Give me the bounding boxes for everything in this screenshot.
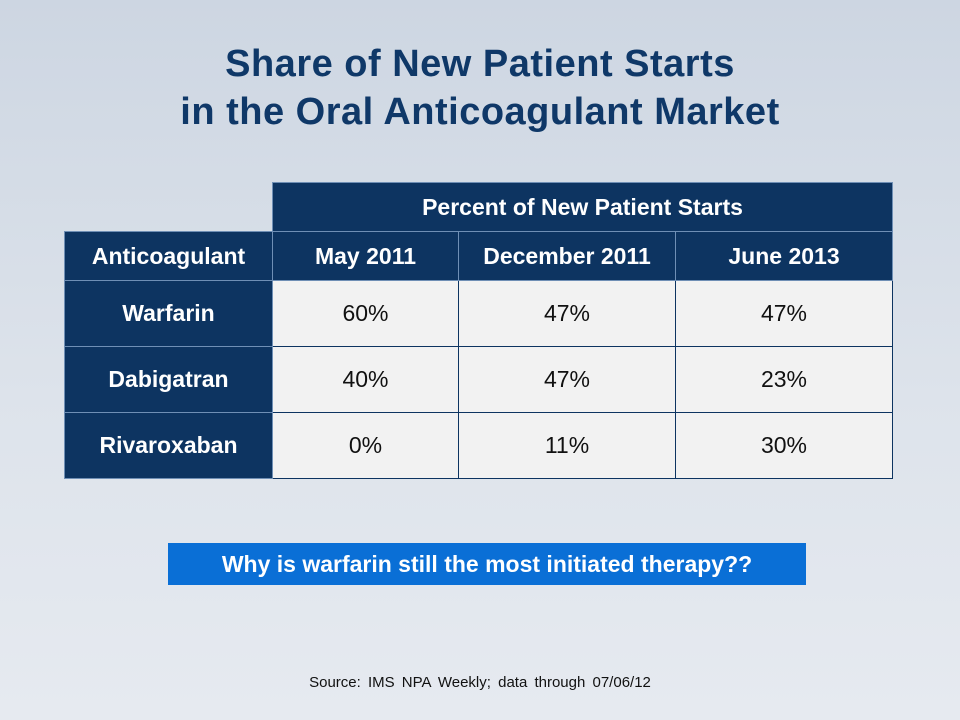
row-label-warfarin: Warfarin: [64, 280, 273, 347]
table-row-dabigatran: Dabigatran 40% 47% 23%: [64, 346, 893, 413]
table-cell: 40%: [272, 346, 459, 413]
column-header-may-2011: May 2011: [272, 231, 459, 281]
slide-title: Share of New Patient Starts in the Oral …: [0, 40, 960, 136]
new-patient-starts-table: Percent of New Patient Starts Anticoagul…: [64, 182, 893, 479]
table-cell: 47%: [458, 346, 676, 413]
percent-new-patient-starts-header: Percent of New Patient Starts: [272, 182, 893, 232]
slide-title-line-1: Share of New Patient Starts: [225, 43, 735, 85]
anticoagulant-column-header: Anticoagulant: [64, 231, 273, 281]
table-corner-blank: [65, 183, 273, 232]
row-label-dabigatran: Dabigatran: [64, 346, 273, 413]
table-cell: 30%: [675, 412, 893, 479]
row-label-rivaroxaban: Rivaroxaban: [64, 412, 273, 479]
slide-title-line-2: in the Oral Anticoagulant Market: [180, 91, 780, 133]
table-cell: 60%: [272, 280, 459, 347]
column-header-december-2011: December 2011: [458, 231, 676, 281]
table-cell: 47%: [675, 280, 893, 347]
source-footnote: Source: IMS NPA Weekly; data through 07/…: [309, 674, 651, 691]
table-cell: 23%: [675, 346, 893, 413]
table-cell: 0%: [272, 412, 459, 479]
table-column-header-row: Anticoagulant May 2011 December 2011 Jun…: [64, 231, 893, 281]
warfarin-question-callout: Why is warfarin still the most initiated…: [168, 543, 806, 585]
table-cell: 11%: [458, 412, 676, 479]
table-row-warfarin: Warfarin 60% 47% 47%: [64, 280, 893, 347]
column-header-june-2013: June 2013: [675, 231, 893, 281]
table-group-header-row: Percent of New Patient Starts: [65, 182, 893, 232]
table-row-rivaroxaban: Rivaroxaban 0% 11% 30%: [64, 412, 893, 479]
table-cell: 47%: [458, 280, 676, 347]
